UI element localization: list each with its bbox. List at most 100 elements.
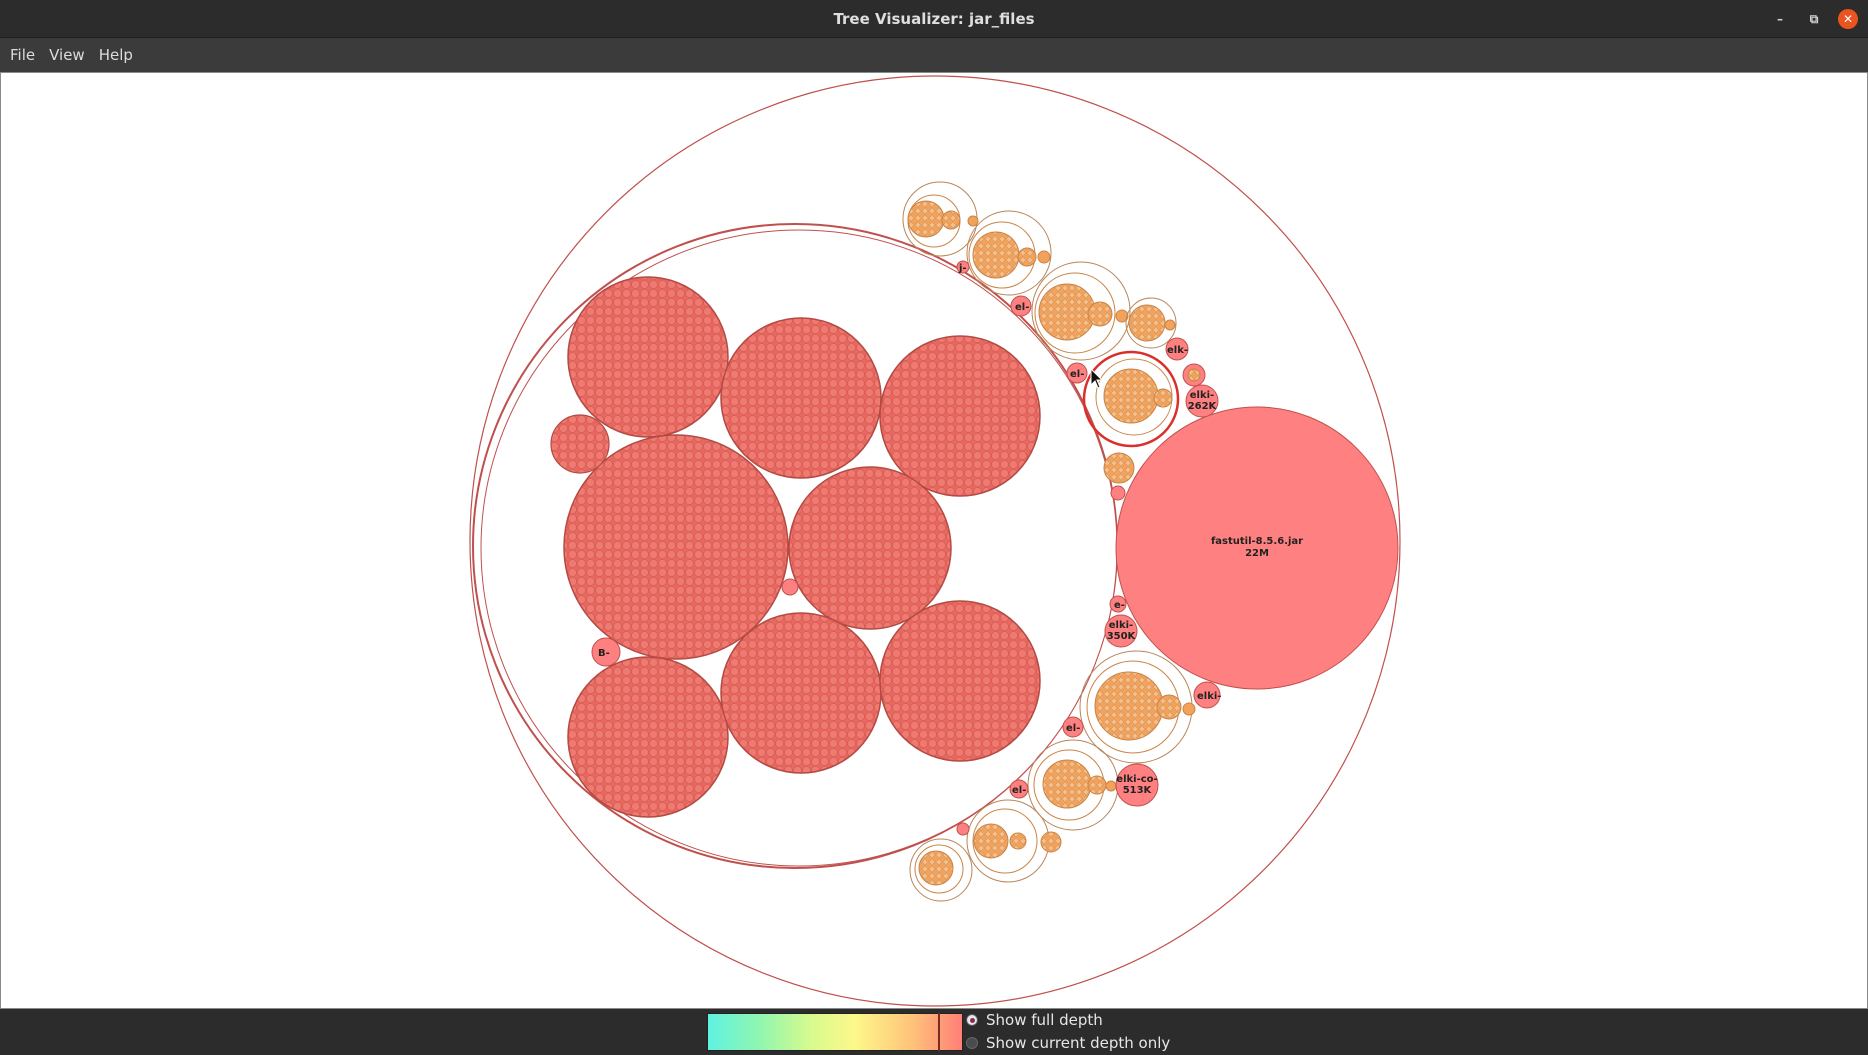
depth-color-legend [707, 1013, 963, 1051]
menu-file[interactable]: File [10, 46, 36, 64]
tree-canvas[interactable]: B- fastutil-8.5.6.jar 22M j- el- elk- [0, 72, 1868, 1009]
jar-circle[interactable] [781, 578, 799, 596]
jar-circle[interactable] [1193, 681, 1221, 709]
package-cluster[interactable] [941, 210, 961, 230]
package-group[interactable] [909, 838, 973, 902]
jar-circle[interactable] [1185, 384, 1219, 418]
package-cluster[interactable] [1128, 304, 1166, 342]
jar-circle[interactable] [1066, 362, 1088, 384]
jar-circle[interactable] [1109, 595, 1127, 613]
close-icon: ✕ [1842, 12, 1854, 26]
jar-circle[interactable] [1104, 614, 1138, 648]
jar-circle[interactable] [879, 600, 1041, 762]
jar-circle[interactable] [563, 434, 789, 660]
elk-small-label: elk- [1167, 345, 1188, 356]
package-cluster[interactable] [907, 200, 945, 238]
mouse-cursor-icon [1090, 367, 1104, 389]
menu-view[interactable]: View [49, 46, 85, 64]
package-cluster[interactable] [1103, 452, 1135, 484]
jar-circle[interactable] [956, 822, 970, 836]
jar-circle[interactable] [567, 656, 729, 818]
full-depth-radio[interactable] [966, 1014, 978, 1026]
menu-bar: File View Help [0, 38, 1868, 72]
el-label-1: el- [1015, 302, 1029, 313]
bottom-panel: Show full depth Show current depth only [0, 1009, 1868, 1055]
package-cluster[interactable] [1115, 309, 1129, 323]
jar-circle[interactable] [720, 317, 882, 479]
elki-350-name-label: elki- [1109, 620, 1133, 631]
elki-small-label: elki- [1197, 691, 1221, 702]
full-depth-option[interactable]: Show full depth [966, 1011, 1103, 1029]
package-cluster[interactable] [1038, 283, 1096, 341]
package-cluster[interactable] [1105, 780, 1117, 792]
elki-262-name-label: elki- [1190, 390, 1214, 401]
menu-help[interactable]: Help [98, 46, 133, 64]
jar-circle[interactable] [1115, 763, 1159, 807]
package-cluster[interactable] [1094, 671, 1164, 741]
jar-circle[interactable] [1062, 716, 1084, 738]
jar-circle[interactable] [1110, 485, 1126, 501]
el-label-3: el- [1066, 723, 1080, 734]
jar-circle[interactable] [1010, 295, 1032, 317]
current-depth-option[interactable]: Show current depth only [966, 1034, 1170, 1052]
depth-marker[interactable] [938, 1013, 940, 1051]
package-cluster[interactable] [967, 215, 979, 227]
jar-circle[interactable] [720, 612, 882, 774]
package-cluster[interactable] [973, 823, 1009, 859]
jar-circle[interactable] [1009, 779, 1029, 799]
current-depth-radio[interactable] [966, 1037, 978, 1049]
title-bar: Tree Visualizer: jar_files – ⧉ ✕ [0, 0, 1868, 38]
package-group-highlight[interactable] [1082, 350, 1180, 448]
package-cluster[interactable] [1164, 319, 1176, 331]
el-label-2: el- [1070, 369, 1084, 380]
jar-circle[interactable] [788, 466, 952, 630]
root-circle[interactable] [469, 75, 1401, 1007]
maximize-button[interactable]: ⧉ [1804, 9, 1824, 29]
minimize-button[interactable]: – [1770, 9, 1790, 29]
j-small-label: j- [958, 263, 967, 274]
package-cluster[interactable] [1182, 702, 1196, 716]
elki-co-size-label: 513K [1123, 785, 1153, 796]
package-cluster[interactable] [972, 231, 1020, 279]
package-cluster[interactable] [1153, 388, 1173, 408]
package-group[interactable] [966, 210, 1052, 296]
package-group[interactable] [1031, 261, 1131, 361]
package-cluster[interactable] [1037, 250, 1051, 264]
fastutil-circle[interactable] [1115, 406, 1399, 690]
package-cluster[interactable] [1087, 301, 1113, 327]
package-cluster[interactable] [1040, 831, 1062, 853]
close-button[interactable]: ✕ [1838, 9, 1858, 29]
fastutil-name-label: fastutil-8.5.6.jar [1211, 536, 1303, 547]
jar-circle[interactable] [956, 260, 970, 274]
package-cluster[interactable] [1042, 759, 1092, 809]
elki-262-size-label: 262K [1188, 401, 1218, 412]
elki-co-name-label: elki-co- [1116, 774, 1157, 785]
package-cluster[interactable] [1034, 272, 1116, 354]
package-cluster[interactable] [1017, 247, 1037, 267]
package-cluster[interactable] [1087, 775, 1107, 795]
b-small-label: B- [598, 648, 610, 659]
package-cluster[interactable] [1103, 368, 1159, 424]
package-cluster[interactable] [1009, 832, 1027, 850]
package-group[interactable] [1125, 297, 1177, 349]
circle-pack-view[interactable]: B- fastutil-8.5.6.jar 22M j- el- elk- [1, 73, 1867, 1008]
elki-350-size-label: 350K [1107, 631, 1137, 642]
current-depth-label: Show current depth only [986, 1034, 1171, 1052]
fastutil-size-label: 22M [1245, 548, 1269, 559]
package-cluster[interactable] [918, 850, 954, 886]
jar-circle[interactable] [550, 414, 610, 474]
jar-circle[interactable] [879, 335, 1041, 497]
package-cluster[interactable] [1187, 368, 1201, 382]
el-label-4: el- [1012, 785, 1026, 796]
window-title: Tree Visualizer: jar_files [833, 9, 1035, 28]
package-cluster[interactable] [1156, 694, 1182, 720]
full-depth-label: Show full depth [986, 1011, 1103, 1029]
jar-circle[interactable] [1165, 337, 1189, 361]
jar-circle[interactable] [567, 276, 729, 438]
minimize-icon: – [1777, 12, 1783, 26]
package-cluster[interactable] [914, 844, 964, 894]
e-small-label: e- [1114, 600, 1125, 611]
package-cluster[interactable] [972, 808, 1038, 874]
maximize-icon: ⧉ [1809, 11, 1819, 26]
jar-circle[interactable] [591, 637, 621, 667]
